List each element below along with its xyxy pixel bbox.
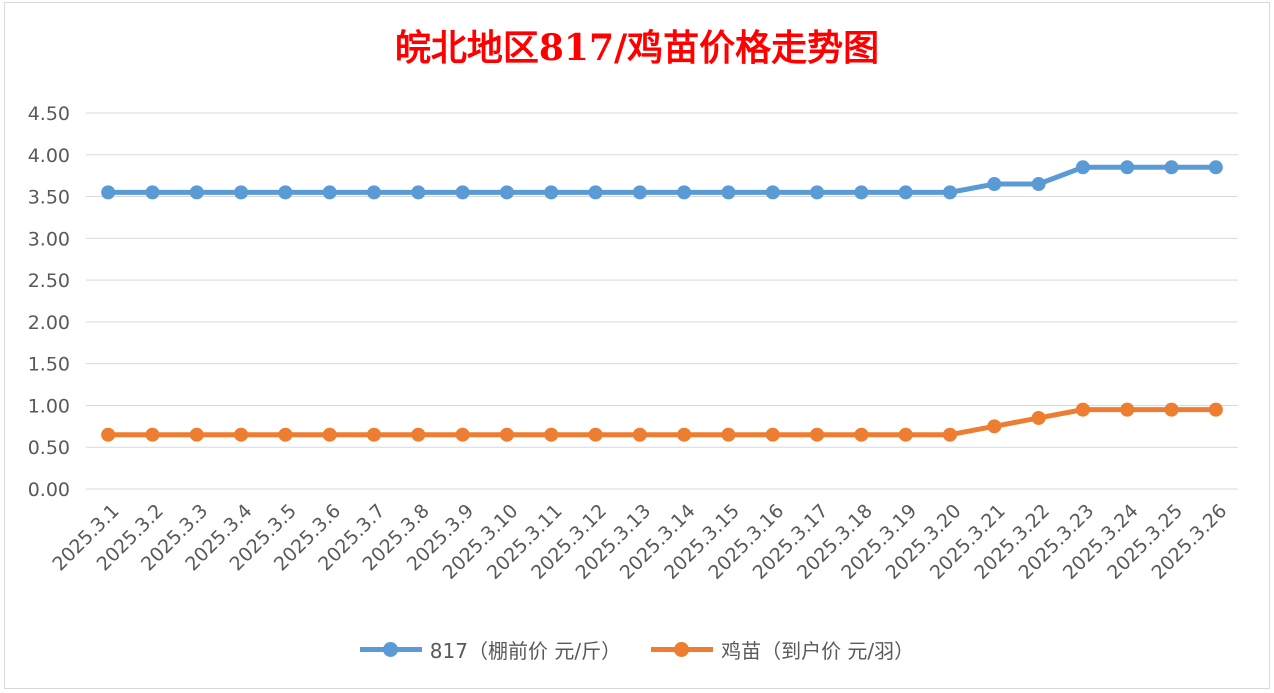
y-tick-label: 4.50 [28, 103, 70, 125]
data-point-0 [1208, 160, 1223, 175]
data-point-1 [499, 427, 514, 442]
data-point-1 [455, 427, 470, 442]
series-line-1 [105, 407, 1219, 438]
data-point-0 [278, 185, 293, 200]
y-tick-label: 0.50 [28, 437, 70, 459]
data-point-0 [810, 185, 825, 200]
data-point-0 [898, 185, 913, 200]
legend-item-chick: 鸡苗（到户价 元/羽） [651, 635, 914, 664]
data-point-0 [1120, 160, 1135, 175]
y-tick-label: 1.50 [28, 354, 70, 376]
data-point-1 [632, 427, 647, 442]
data-point-0 [499, 185, 514, 200]
data-point-1 [588, 427, 603, 442]
y-tick-label: 1.00 [28, 395, 70, 417]
data-point-1 [411, 427, 426, 442]
legend-label-chick: 鸡苗（到户价 元/羽） [721, 638, 915, 663]
data-point-0 [455, 185, 470, 200]
data-point-0 [632, 185, 647, 200]
data-point-1 [721, 427, 736, 442]
chart-title: 皖北地区817/鸡苗价格走势图 [394, 27, 880, 69]
legend-label-817: 817（棚前价 元/斤） [429, 638, 622, 663]
data-point-1 [367, 427, 381, 442]
y-tick-label: 2.50 [28, 270, 70, 292]
data-point-1 [810, 427, 825, 442]
y-tick-label: 0.00 [28, 479, 70, 501]
data-point-1 [1031, 410, 1046, 425]
data-point-0 [854, 185, 869, 200]
data-point-1 [544, 427, 559, 442]
data-point-0 [1031, 177, 1046, 192]
data-point-0 [987, 177, 1002, 192]
y-tick-label: 2.00 [28, 312, 70, 334]
data-point-1 [854, 427, 869, 442]
data-point-0 [544, 185, 559, 200]
data-point-1 [101, 427, 116, 442]
data-point-0 [1075, 160, 1090, 175]
legend-marker-chick [651, 639, 714, 659]
data-point-0 [411, 185, 426, 200]
data-point-1 [189, 427, 204, 442]
data-point-1 [234, 427, 249, 442]
data-point-1 [943, 427, 957, 442]
data-point-1 [677, 427, 692, 442]
y-tick-label: 4.00 [28, 145, 70, 167]
chart-frame [4, 2, 1270, 689]
data-point-0 [367, 185, 381, 200]
data-point-1 [765, 427, 780, 442]
data-point-1 [278, 427, 293, 442]
legend: 817（棚前价 元/斤） 鸡苗（到户价 元/羽） [0, 634, 1274, 664]
data-point-1 [145, 427, 160, 442]
data-point-1 [987, 419, 1002, 434]
legend-marker-817 [359, 639, 422, 659]
data-point-1 [1120, 402, 1135, 417]
data-point-0 [1164, 160, 1179, 175]
data-point-1 [1164, 402, 1179, 417]
data-point-0 [588, 185, 603, 200]
data-point-0 [677, 185, 692, 200]
legend-item-817: 817（棚前价 元/斤） [359, 635, 622, 664]
series-line-0 [105, 164, 1219, 195]
data-point-0 [943, 185, 957, 200]
y-tick-label: 3.00 [28, 228, 70, 250]
data-point-1 [1208, 402, 1223, 417]
data-point-0 [145, 185, 160, 200]
data-point-1 [898, 427, 913, 442]
data-point-1 [322, 427, 337, 442]
data-point-0 [721, 185, 736, 200]
data-point-1 [1075, 402, 1090, 417]
y-tick-label: 3.50 [28, 187, 70, 209]
data-point-0 [234, 185, 249, 200]
data-point-0 [322, 185, 337, 200]
data-point-0 [101, 185, 116, 200]
data-point-0 [765, 185, 780, 200]
data-point-0 [189, 185, 204, 200]
